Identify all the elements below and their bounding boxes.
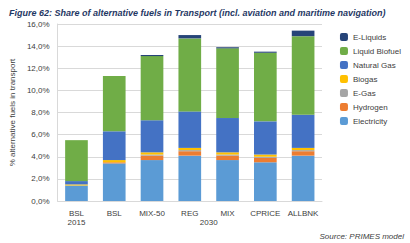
svg-text:% alternative fuels in transpo: % alternative fuels in transport [8,58,17,166]
svg-text:E-Liquids: E-Liquids [353,33,386,42]
svg-text:16,0%: 16,0% [27,20,50,29]
svg-text:MIX-50: MIX-50 [139,209,165,218]
svg-text:2,0%: 2,0% [31,174,49,183]
svg-text:MIX: MIX [220,209,235,218]
svg-text:Biogas: Biogas [353,75,377,84]
svg-text:Natural Gas: Natural Gas [353,61,396,70]
svg-text:E-Gas: E-Gas [353,89,376,98]
svg-text:Source: PRIMES model: Source: PRIMES model [320,232,405,241]
svg-text:10,0%: 10,0% [27,86,50,95]
svg-text:BSL: BSL [107,209,123,218]
svg-text:12,0%: 12,0% [27,64,50,73]
svg-text:2030: 2030 [200,218,218,227]
svg-text:REG: REG [181,209,198,218]
svg-text:ALLBNK: ALLBNK [288,209,319,218]
svg-text:8,0%: 8,0% [31,108,49,117]
svg-text:Electricity: Electricity [353,117,387,126]
svg-text:2015: 2015 [68,218,86,227]
svg-text:Hydrogen: Hydrogen [353,103,388,112]
svg-text:4,0%: 4,0% [31,152,49,161]
svg-text:14,0%: 14,0% [27,42,50,51]
svg-text:CPRICE: CPRICE [250,209,280,218]
svg-text:Liquid Biofuel: Liquid Biofuel [353,47,401,56]
svg-text:BSL: BSL [69,209,85,218]
svg-text:Figure 62: Share of alternativ: Figure 62: Share of alternative fuels in… [9,8,385,18]
svg-text:0,0%: 0,0% [31,197,49,206]
svg-text:6,0%: 6,0% [31,130,49,139]
